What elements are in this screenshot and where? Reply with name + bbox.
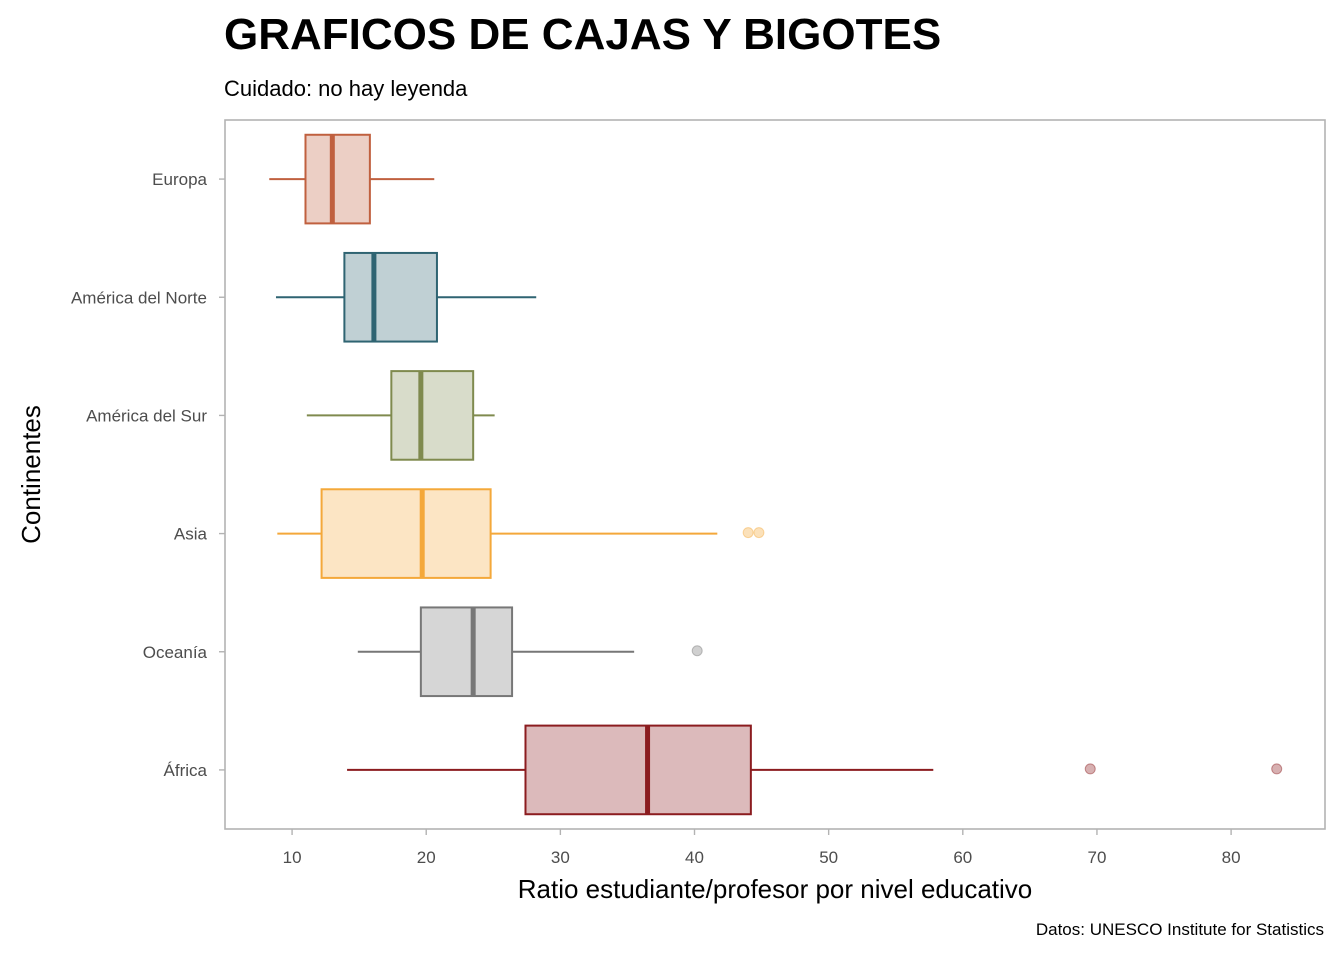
x-tick-label: 70 — [1087, 848, 1106, 867]
box-iqr — [419, 606, 514, 698]
x-tick-label: 10 — [283, 848, 302, 867]
box-iqr — [390, 370, 475, 461]
outlier-point — [691, 645, 703, 657]
x-tick-label: 80 — [1222, 848, 1241, 867]
box-iqr — [343, 251, 438, 343]
x-axis-title: Ratio estudiante/profesor por nivel educ… — [518, 874, 1033, 904]
data-source-caption: Datos: UNESCO Institute for Statistics — [1035, 920, 1324, 939]
x-tick-label: 50 — [819, 848, 838, 867]
y-tick-label: Asia — [174, 525, 208, 544]
box-iqr — [320, 488, 492, 579]
outlier-point — [1084, 763, 1096, 775]
plot-panel-border — [224, 119, 1326, 830]
box-iqr — [304, 133, 371, 225]
y-tick-label: América del Norte — [71, 288, 207, 307]
y-tick-label: África — [164, 761, 208, 780]
x-tick-label: 40 — [685, 848, 704, 867]
y-axis-title: Continentes — [16, 405, 46, 544]
y-tick-label: Europa — [152, 170, 207, 189]
outlier-point — [742, 527, 754, 539]
x-tick-label: 30 — [551, 848, 570, 867]
x-tick-label: 60 — [953, 848, 972, 867]
y-tick-label: Oceanía — [143, 643, 208, 662]
chart-title: GRAFICOS DE CAJAS Y BIGOTES — [224, 10, 942, 59]
outlier-point — [753, 527, 765, 539]
y-tick-label: América del Sur — [86, 406, 207, 425]
chart-subtitle: Cuidado: no hay leyenda — [224, 76, 468, 101]
box-iqr — [524, 724, 752, 816]
outlier-point — [1271, 763, 1283, 775]
x-tick-label: 20 — [417, 848, 436, 867]
